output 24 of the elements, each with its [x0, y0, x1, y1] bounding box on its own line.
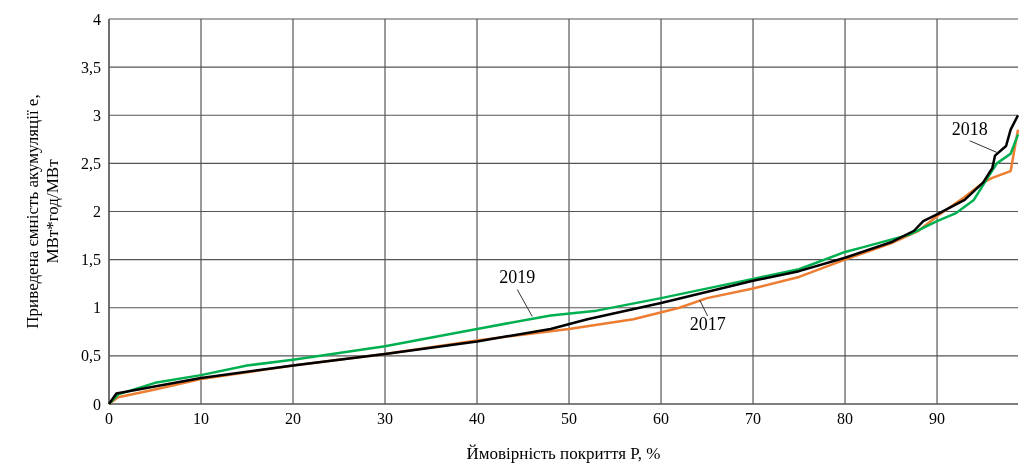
y-tick-label: 0,5 [81, 347, 101, 365]
y-tick-label: 2,5 [81, 154, 101, 172]
x-tick-label: 90 [929, 410, 946, 427]
x-tick-label: 50 [561, 410, 578, 427]
y-tick-label: 0 [93, 395, 101, 413]
x-tick-label: 30 [377, 410, 394, 427]
x-tick-label: 40 [469, 410, 486, 427]
x-tick-label: 10 [193, 410, 209, 427]
y-axis-title: Приведена ємність акумуляції e, МВт*год/МВт [23, 94, 62, 329]
y-tick-label: 3 [93, 106, 101, 124]
y-tick-label: 3,5 [81, 58, 101, 76]
x-tick-label: 80 [837, 410, 854, 427]
annotation: 2019 [499, 267, 536, 288]
y-tick-label: 4 [93, 10, 101, 28]
annotation: 2018 [951, 118, 988, 139]
y-tick-label: 2 [93, 203, 101, 221]
annotation: 2017 [689, 314, 726, 335]
x-axis-title: Ймовірність покриття P, % [466, 444, 661, 463]
y-tick-label: 1,5 [81, 251, 101, 269]
x-tick-label: 20 [285, 410, 302, 427]
x-tick-label: 0 [105, 410, 113, 427]
y-tick-label: 1 [93, 299, 101, 317]
x-tick-label: 60 [653, 410, 670, 427]
x-tick-label: 70 [745, 410, 762, 427]
